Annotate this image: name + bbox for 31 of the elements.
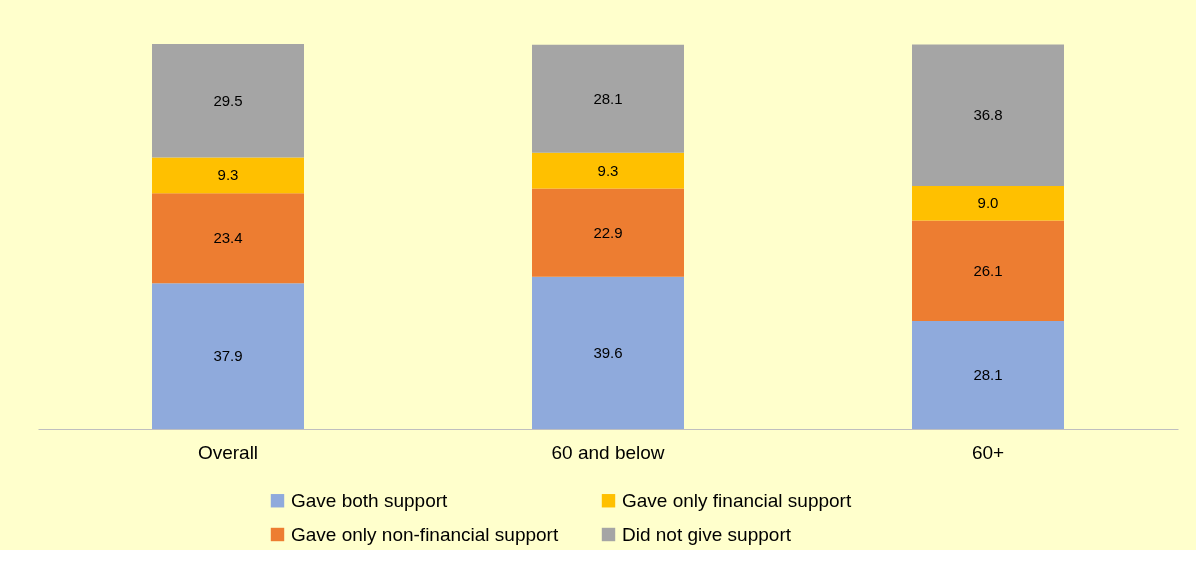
legend-label: Gave both support — [291, 489, 449, 511]
bar — [912, 44, 1064, 186]
data-label: 28.1 — [973, 365, 1003, 383]
bar — [532, 276, 684, 429]
data-label: 23.4 — [213, 229, 243, 247]
legend-label: Gave only non-financial support — [291, 523, 559, 545]
x-tick-label: 60 and below — [551, 441, 665, 463]
bar — [912, 320, 1064, 429]
legend-label: Gave only financial support — [622, 489, 852, 511]
x-tick-label: 60+ — [971, 441, 1005, 463]
data-label: 37.9 — [213, 347, 243, 365]
bar — [152, 157, 304, 194]
bar — [532, 44, 684, 153]
bar — [152, 44, 304, 158]
data-label: 9.3 — [597, 161, 619, 179]
bar — [152, 283, 304, 429]
data-label: 39.6 — [593, 343, 623, 361]
data-label: 36.8 — [973, 106, 1003, 124]
data-label: 29.5 — [213, 91, 243, 109]
bar — [532, 188, 684, 277]
bar — [912, 220, 1064, 321]
bar — [152, 193, 304, 284]
data-label: 9.3 — [217, 166, 239, 184]
bar — [912, 185, 1064, 221]
bar — [532, 152, 684, 189]
data-label: 9.0 — [977, 194, 999, 212]
data-label: 22.9 — [593, 223, 623, 241]
x-tick-label: Overall — [197, 441, 259, 463]
data-label: 28.1 — [593, 89, 623, 107]
data-label: 26.1 — [973, 261, 1003, 279]
legend-label: Did not give support — [622, 523, 792, 545]
